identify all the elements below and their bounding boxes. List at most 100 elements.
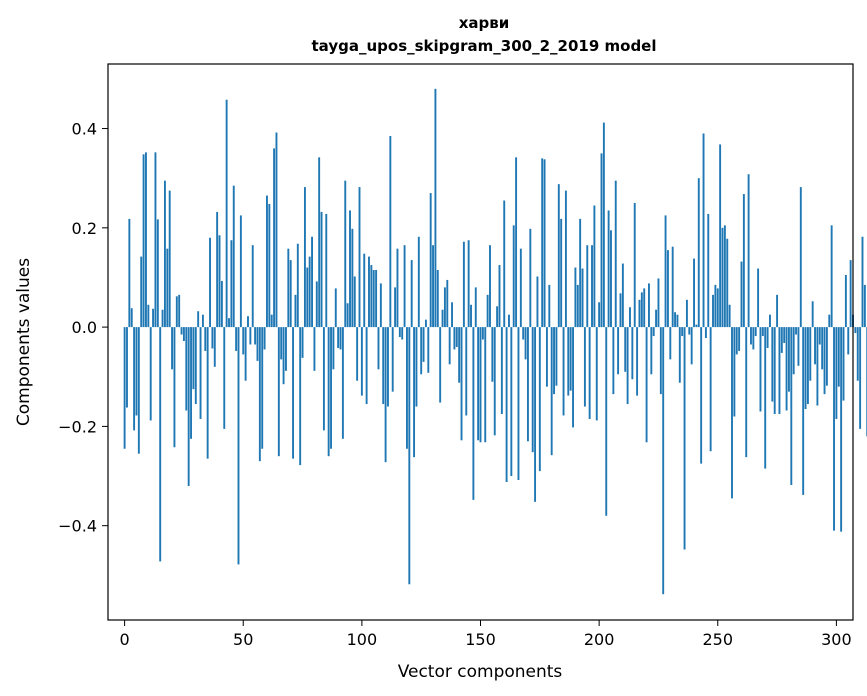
bar: [258, 327, 261, 462]
bar: [223, 327, 226, 429]
bar: [256, 327, 259, 361]
bar: [441, 309, 444, 328]
bar: [735, 327, 738, 355]
bar: [745, 327, 748, 458]
bar: [510, 327, 513, 477]
bar: [821, 327, 824, 370]
bar: [446, 279, 449, 328]
bar: [285, 327, 287, 371]
bar: [358, 187, 361, 328]
bar: [263, 327, 266, 350]
bar: [726, 238, 729, 328]
bar: [123, 327, 126, 449]
bar: [152, 308, 155, 328]
bar: [614, 180, 617, 328]
bar: [156, 219, 159, 328]
bar: [797, 327, 800, 366]
bar: [370, 265, 373, 328]
bar: [645, 327, 648, 443]
bar: [669, 327, 672, 360]
bar: [213, 327, 216, 367]
bar: [512, 225, 515, 328]
bar: [792, 327, 795, 375]
bar: [194, 327, 197, 405]
bar: [588, 327, 591, 419]
bar: [311, 236, 313, 328]
bar: [529, 228, 532, 328]
bar: [709, 327, 712, 452]
bar: [859, 327, 862, 429]
bar: [555, 327, 558, 386]
bar: [707, 213, 710, 328]
bar: [840, 327, 843, 532]
bar: [564, 190, 567, 328]
bar: [462, 241, 465, 328]
bar: [619, 293, 622, 328]
bar: [809, 327, 812, 381]
bar: [493, 327, 496, 436]
bar: [211, 327, 214, 349]
bar: [780, 327, 783, 353]
bar: [166, 248, 169, 328]
bar: [721, 227, 724, 328]
bar: [429, 193, 432, 328]
bar: [766, 327, 769, 348]
bar: [235, 327, 238, 351]
bar: [341, 327, 344, 439]
bar: [159, 327, 162, 562]
bar: [747, 174, 750, 328]
bar: [828, 314, 831, 328]
bar: [261, 327, 264, 449]
bar: [247, 316, 249, 328]
bar: [557, 184, 560, 328]
bar: [806, 327, 809, 405]
bar: [541, 158, 544, 328]
bar: [823, 327, 826, 395]
bar: [508, 314, 510, 328]
bar: [572, 327, 574, 428]
y-axis-label: Components values: [14, 258, 34, 426]
bar: [254, 327, 257, 345]
bar: [472, 327, 475, 500]
bar: [757, 268, 760, 328]
bar: [861, 236, 864, 328]
bar: [178, 294, 181, 328]
bar: [583, 327, 586, 407]
bar: [723, 225, 726, 328]
bar: [270, 314, 273, 328]
bar: [666, 250, 669, 328]
bar: [225, 99, 228, 328]
bar: [332, 327, 335, 370]
bar: [719, 144, 722, 328]
bar: [847, 327, 850, 355]
bar: [562, 327, 565, 416]
bar: [237, 327, 240, 565]
y-tick-label: −0.4: [58, 517, 97, 536]
bar: [320, 211, 323, 328]
bar: [814, 327, 816, 365]
bar: [498, 265, 501, 328]
bar: [356, 327, 359, 381]
bar: [489, 245, 491, 328]
bar: [470, 304, 472, 328]
bar: [683, 327, 686, 550]
bar: [704, 327, 707, 339]
bar: [384, 327, 387, 463]
bar: [636, 327, 639, 396]
bar: [382, 327, 385, 405]
bar: [477, 327, 480, 441]
bar: [216, 211, 219, 328]
plot-area-frame: [107, 63, 854, 621]
bar: [802, 327, 805, 495]
bar: [192, 327, 195, 390]
bar: [795, 327, 798, 335]
bar: [761, 327, 764, 337]
bar: [422, 327, 425, 362]
bar: [218, 235, 221, 328]
bar: [629, 307, 631, 328]
bar: [648, 283, 650, 328]
bar: [783, 327, 786, 343]
bar: [605, 327, 608, 516]
bar: [334, 288, 337, 328]
